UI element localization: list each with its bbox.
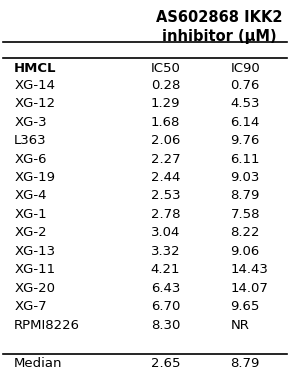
Text: 8.22: 8.22 [230, 227, 260, 240]
Text: 9.03: 9.03 [230, 171, 260, 184]
Text: 6.14: 6.14 [230, 116, 260, 129]
Text: XG-2: XG-2 [14, 227, 47, 240]
Text: 2.06: 2.06 [151, 134, 180, 147]
Text: Median: Median [14, 357, 63, 370]
Text: 8.79: 8.79 [230, 357, 260, 370]
Text: 2.44: 2.44 [151, 171, 180, 184]
Text: L363: L363 [14, 134, 47, 147]
Text: 14.07: 14.07 [230, 282, 268, 295]
Text: 4.53: 4.53 [230, 97, 260, 110]
Text: 1.68: 1.68 [151, 116, 180, 129]
Text: 6.70: 6.70 [151, 300, 180, 313]
Text: 3.32: 3.32 [151, 245, 180, 258]
Text: 2.27: 2.27 [151, 152, 180, 166]
Text: 14.43: 14.43 [230, 263, 268, 276]
Text: 8.30: 8.30 [151, 319, 180, 332]
Text: 6.43: 6.43 [151, 282, 180, 295]
Text: XG-4: XG-4 [14, 189, 47, 202]
Text: XG-1: XG-1 [14, 208, 47, 221]
Text: 4.21: 4.21 [151, 263, 180, 276]
Text: XG-3: XG-3 [14, 116, 47, 129]
Text: IC50: IC50 [151, 62, 181, 75]
Text: XG-7: XG-7 [14, 300, 47, 313]
Text: 1.29: 1.29 [151, 97, 180, 110]
Text: NR: NR [230, 319, 249, 332]
Text: IC90: IC90 [230, 62, 260, 75]
Text: XG-20: XG-20 [14, 282, 55, 295]
Text: 9.65: 9.65 [230, 300, 260, 313]
Text: 2.78: 2.78 [151, 208, 180, 221]
Text: 7.58: 7.58 [230, 208, 260, 221]
Text: RPMI8226: RPMI8226 [14, 319, 80, 332]
Text: 6.11: 6.11 [230, 152, 260, 166]
Text: XG-12: XG-12 [14, 97, 55, 110]
Text: XG-19: XG-19 [14, 171, 55, 184]
Text: 9.06: 9.06 [230, 245, 260, 258]
Text: 2.65: 2.65 [151, 357, 180, 370]
Text: HMCL: HMCL [14, 62, 57, 75]
Text: XG-11: XG-11 [14, 263, 55, 276]
Text: 3.04: 3.04 [151, 227, 180, 240]
Text: XG-14: XG-14 [14, 79, 55, 92]
Text: 0.28: 0.28 [151, 79, 180, 92]
Text: XG-13: XG-13 [14, 245, 55, 258]
Text: 0.76: 0.76 [230, 79, 260, 92]
Text: 2.53: 2.53 [151, 189, 180, 202]
Text: 8.79: 8.79 [230, 189, 260, 202]
Text: 9.76: 9.76 [230, 134, 260, 147]
Text: AS602868 IKK2
inhibitor (μM): AS602868 IKK2 inhibitor (μM) [156, 10, 282, 44]
Text: XG-6: XG-6 [14, 152, 47, 166]
